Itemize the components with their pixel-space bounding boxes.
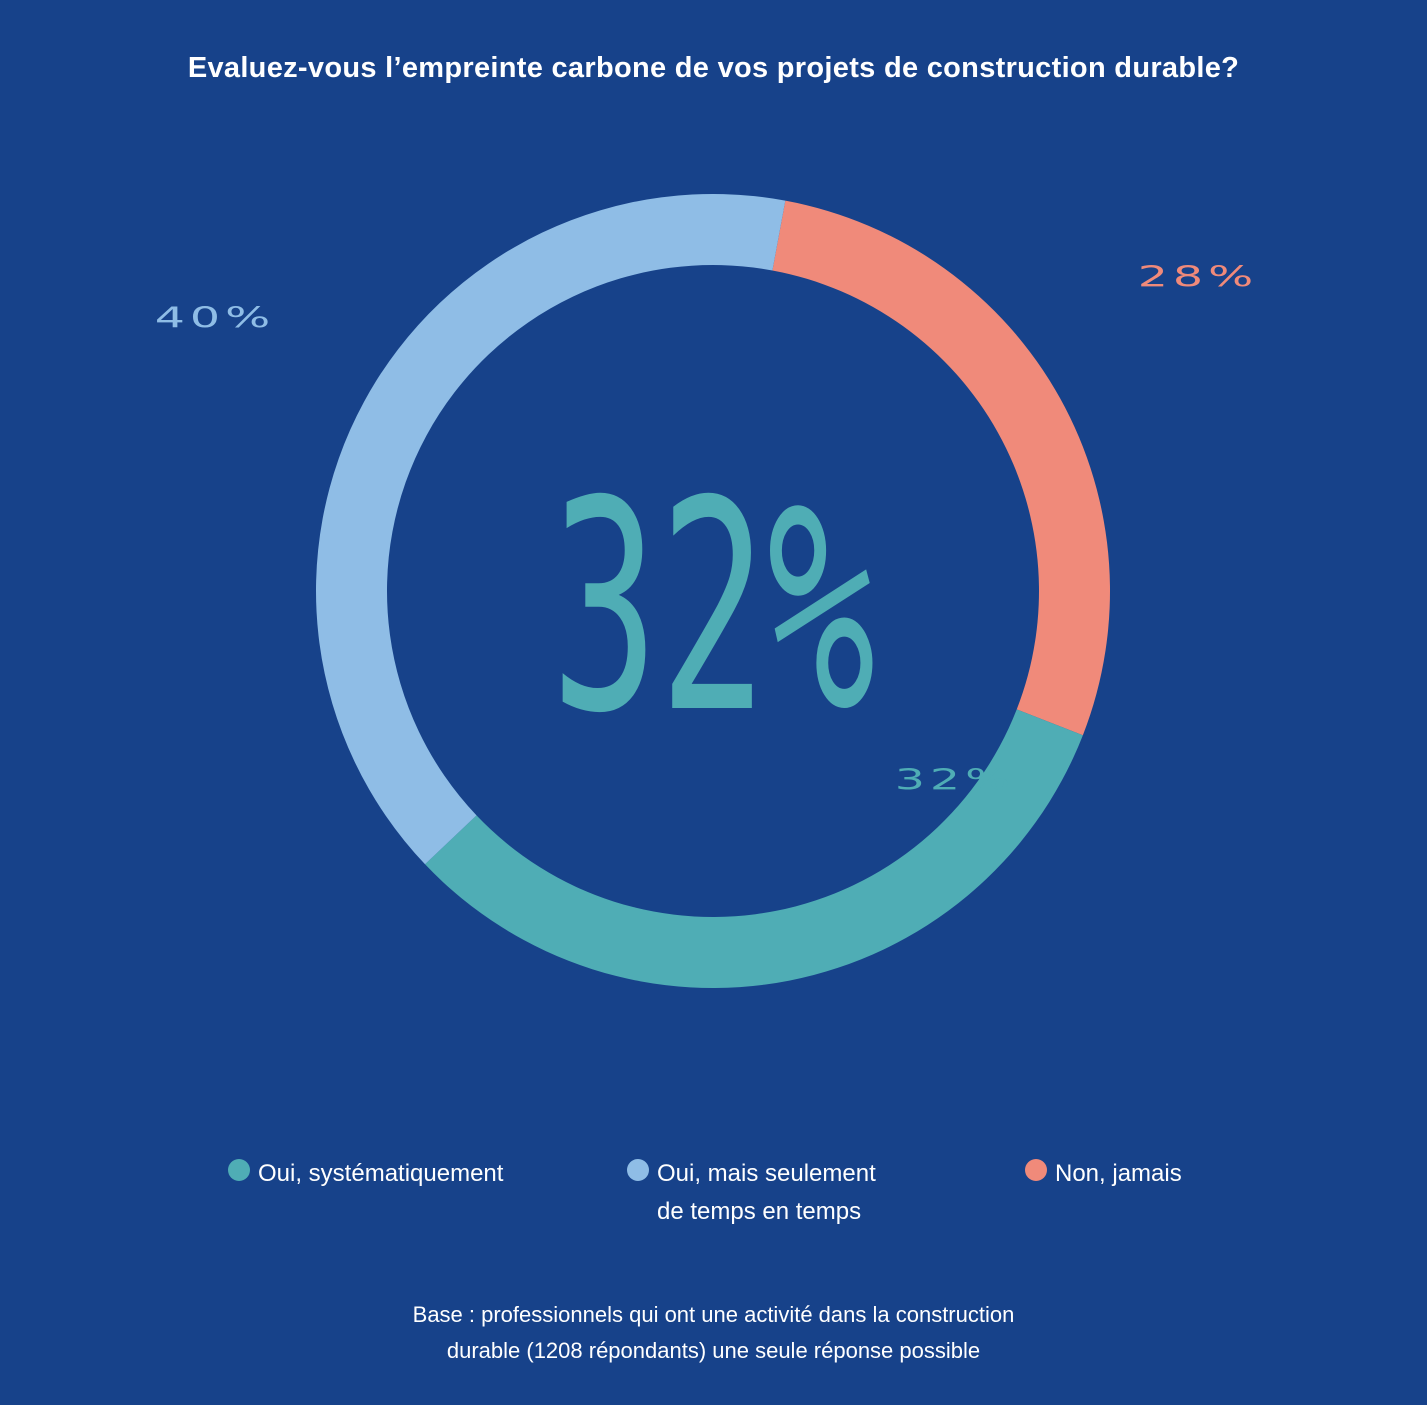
- footnote-line-2: durable (1208 répondants) une seule répo…: [446, 1338, 981, 1363]
- legend-dot-icon: [1025, 1159, 1047, 1181]
- data-label-oui-parfois: 40%: [155, 302, 276, 335]
- data-label-oui-systematiquement: 32%: [895, 764, 1016, 797]
- donut-slice-non-jamais: [772, 200, 1111, 736]
- legend-item-oui-parfois: Oui, mais seulement de temps en temps: [627, 1155, 876, 1231]
- legend-item-non-jamais: Non, jamais: [1025, 1155, 1182, 1193]
- footnote-line-1: Base : professionnels qui ont une activi…: [412, 1302, 1015, 1327]
- legend-dot-icon: [228, 1159, 250, 1181]
- center-label: 32%: [551, 439, 876, 777]
- legend-item-oui-systematiquement: Oui, systématiquement: [228, 1155, 503, 1193]
- chart-title: Evaluez-vous l’empreinte carbone de vos …: [187, 52, 1240, 84]
- data-label-non-jamais: 28%: [1138, 261, 1259, 294]
- legend-label: Oui, mais seulement: [657, 1160, 876, 1187]
- legend-dot-icon: [627, 1159, 649, 1181]
- footnote: Base : professionnels qui ont une activi…: [0, 1297, 1427, 1369]
- donut-slice-oui-mais-seulement-de-temps-en-temps: [315, 193, 786, 865]
- legend-label: Oui, systématiquement: [258, 1160, 504, 1187]
- legend-label-line2: de temps en temps: [657, 1198, 862, 1225]
- legend-label: Non, jamais: [1055, 1160, 1182, 1187]
- donut-slice-oui-syst-matiquement: [425, 709, 1083, 989]
